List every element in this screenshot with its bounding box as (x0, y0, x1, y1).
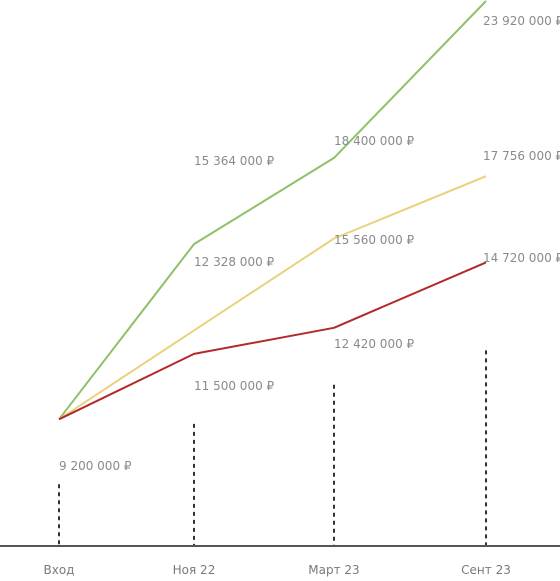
data-label-start: 9 200 000 ₽ (59, 459, 132, 473)
x-tick-label: Сент 23 (461, 563, 511, 577)
data-labels: 9 200 000 ₽ 15 364 000 ₽ 18 400 000 ₽ 23 92… (59, 14, 560, 473)
data-label-red: 11 500 000 ₽ (194, 379, 275, 393)
series-line-yellow (58, 175, 487, 421)
data-label-green: 18 400 000 ₽ (334, 134, 415, 148)
data-label-yellow: 12 328 000 ₽ (194, 255, 275, 269)
data-label-green: 23 920 000 ₽ (483, 14, 560, 28)
x-tick-label: Ноя 22 (173, 563, 216, 577)
data-label-red: 14 720 000 ₽ (483, 251, 560, 265)
series-lines (58, 0, 487, 421)
data-label-yellow: 17 756 000 ₽ (483, 149, 560, 163)
data-label-red: 12 420 000 ₽ (334, 337, 415, 351)
dashed-markers (58, 350, 487, 545)
data-label-yellow: 15 560 000 ₽ (334, 233, 415, 247)
x-tick-label: Вход (44, 563, 75, 577)
x-tick-label: Март 23 (308, 563, 359, 577)
series-line-red (58, 261, 487, 421)
x-axis-ticks: Вход Ноя 22 Март 23 Сент 23 (44, 563, 511, 577)
series-line-green (58, 0, 487, 420)
data-label-green: 15 364 000 ₽ (194, 154, 275, 168)
